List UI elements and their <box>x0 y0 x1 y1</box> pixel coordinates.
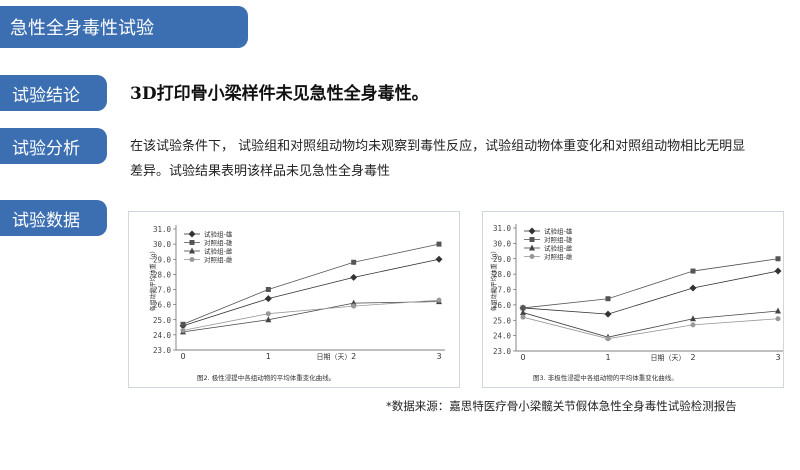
data-point <box>436 241 442 247</box>
data-point <box>605 296 611 302</box>
y-tick-label: 24.0 <box>153 331 172 340</box>
chart-svg: 23.0 24.0 25.0 26.0 27.0 28.0 29.0 30.0 31.0 0 1 2 3… <box>149 225 445 382</box>
data-point <box>689 284 697 292</box>
data-point <box>520 305 526 311</box>
data-point <box>351 259 357 265</box>
x-tick-label: 2 <box>690 353 695 362</box>
chart-polar-extract: 23.0 24.0 25.0 26.0 27.0 28.0 29.0 30.0 31.0 0 1 2 3… <box>128 211 460 388</box>
series-line <box>182 258 440 327</box>
x-tick-label: 1 <box>605 353 610 362</box>
legend-marker <box>189 247 195 254</box>
series-line <box>182 299 440 331</box>
data-point <box>520 309 526 316</box>
legend-label: 对照组-雌 <box>544 252 573 261</box>
y-tick-label: 30.0 <box>153 240 172 249</box>
legend-label: 试验组-雄 <box>204 230 233 239</box>
section-label-analysis: 试验分析 <box>0 128 107 164</box>
y-tick-label: 27.0 <box>493 286 512 295</box>
y-tick-label: 29.0 <box>493 255 512 264</box>
x-tick-label: 1 <box>266 352 271 361</box>
data-point <box>435 255 443 263</box>
legend-marker <box>529 244 535 251</box>
data-point <box>690 268 696 274</box>
y-tick-label: 26.0 <box>153 301 172 310</box>
data-point <box>775 307 781 314</box>
chart-caption: 图2. 极性浸提中各组动物的平均体重变化曲线。 <box>197 373 335 382</box>
data-point <box>265 316 272 323</box>
x-axis-label: 日期（天） <box>317 353 352 361</box>
legend-label: 试验组-雌 <box>544 244 573 253</box>
page-title: 急性全身毒性试验 <box>0 6 248 48</box>
chart-nonpolar-extract: 23.0 24.0 25.0 26.0 27.0 28.0 29.0 30.0 31.0 0 1 2 3… <box>482 211 784 388</box>
chart-caption: 图3. 非极性浸提中各组动物的平均体重变化曲线。 <box>533 373 678 382</box>
legend-marker <box>188 230 196 238</box>
legend-marker <box>189 257 195 262</box>
y-axis-label: 各组动物平均体重（g） <box>149 248 157 312</box>
data-point <box>604 310 612 318</box>
x-tick-label: 0 <box>520 353 525 362</box>
y-axis-label: 各组动物平均体重（g） <box>490 248 498 312</box>
legend-label: 对照组-雌 <box>204 255 233 264</box>
section-label-data: 试验数据 <box>0 200 107 236</box>
x-tick-label: 2 <box>351 352 356 361</box>
legend-label: 对照组-雄 <box>544 235 573 244</box>
legend-marker <box>529 254 535 259</box>
data-point <box>265 311 271 317</box>
data-point <box>690 315 696 322</box>
data-point <box>264 295 272 303</box>
y-tick-label: 30.0 <box>493 239 512 248</box>
data-point <box>180 327 186 333</box>
y-tick-label: 31.0 <box>493 224 512 233</box>
y-tick-label: 26.0 <box>493 301 512 310</box>
y-tick-label: 28.0 <box>153 270 172 279</box>
x-tick-label: 0 <box>180 352 185 361</box>
section-label-conclusion: 试验结论 <box>0 75 107 111</box>
y-tick-label: 27.0 <box>153 286 172 295</box>
data-point <box>775 256 781 262</box>
data-point <box>180 321 186 327</box>
legend-label: 试验组-雄 <box>544 227 573 236</box>
series-line <box>182 301 440 333</box>
data-point <box>436 297 442 303</box>
series-line <box>522 310 779 338</box>
legend-label: 试验组-雌 <box>204 247 233 256</box>
chart-svg: 23.0 24.0 25.0 26.0 27.0 28.0 29.0 30.0 31.0 0 1 2 3… <box>490 224 783 382</box>
data-point <box>351 303 357 309</box>
conclusion-text: 3D打印骨小梁样件未见急性全身毒性。 <box>130 84 429 104</box>
x-axis-label: 日期（天） <box>651 354 686 362</box>
data-point <box>690 322 696 328</box>
y-tick-label: 25.0 <box>153 316 172 325</box>
data-point <box>350 273 358 281</box>
y-tick-label: 31.0 <box>153 225 172 234</box>
y-tick-label: 29.0 <box>153 255 172 264</box>
y-tick-label: 23.0 <box>153 346 172 355</box>
x-tick-label: 3 <box>436 352 441 361</box>
data-point <box>775 316 781 322</box>
data-point <box>520 314 526 320</box>
legend-marker <box>528 227 536 235</box>
series-line <box>522 270 779 315</box>
series-line <box>522 316 779 340</box>
y-tick-label: 28.0 <box>493 270 512 279</box>
y-tick-label: 23.0 <box>493 347 512 356</box>
legend-marker <box>529 237 535 242</box>
y-tick-label: 25.0 <box>493 316 512 325</box>
data-point <box>605 336 611 342</box>
series-line <box>182 243 440 325</box>
y-tick-label: 24.0 <box>493 332 512 341</box>
x-tick-label: 3 <box>775 353 780 362</box>
data-source-note: *数据来源：嘉思特医疗骨小梁髋关节假体急性全身毒性试验检测报告 <box>386 399 737 413</box>
legend-marker <box>189 240 195 245</box>
data-point <box>350 299 357 306</box>
analysis-text: 在该试验条件下， 试验组和对照组动物均未观察到毒性反应，试验组动物体重变化和对照… <box>130 139 746 179</box>
legend-label: 对照组-雄 <box>204 238 233 247</box>
series-line <box>522 258 779 309</box>
data-point <box>265 287 271 292</box>
data-point <box>774 267 782 275</box>
